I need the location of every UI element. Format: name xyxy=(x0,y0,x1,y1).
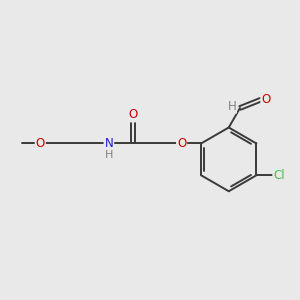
Text: O: O xyxy=(261,92,271,106)
Text: H: H xyxy=(227,100,236,112)
Text: H: H xyxy=(105,150,113,160)
Text: N: N xyxy=(104,137,113,150)
Text: O: O xyxy=(177,137,186,150)
Text: O: O xyxy=(36,137,45,150)
Text: O: O xyxy=(128,108,137,122)
Text: Cl: Cl xyxy=(273,169,285,182)
